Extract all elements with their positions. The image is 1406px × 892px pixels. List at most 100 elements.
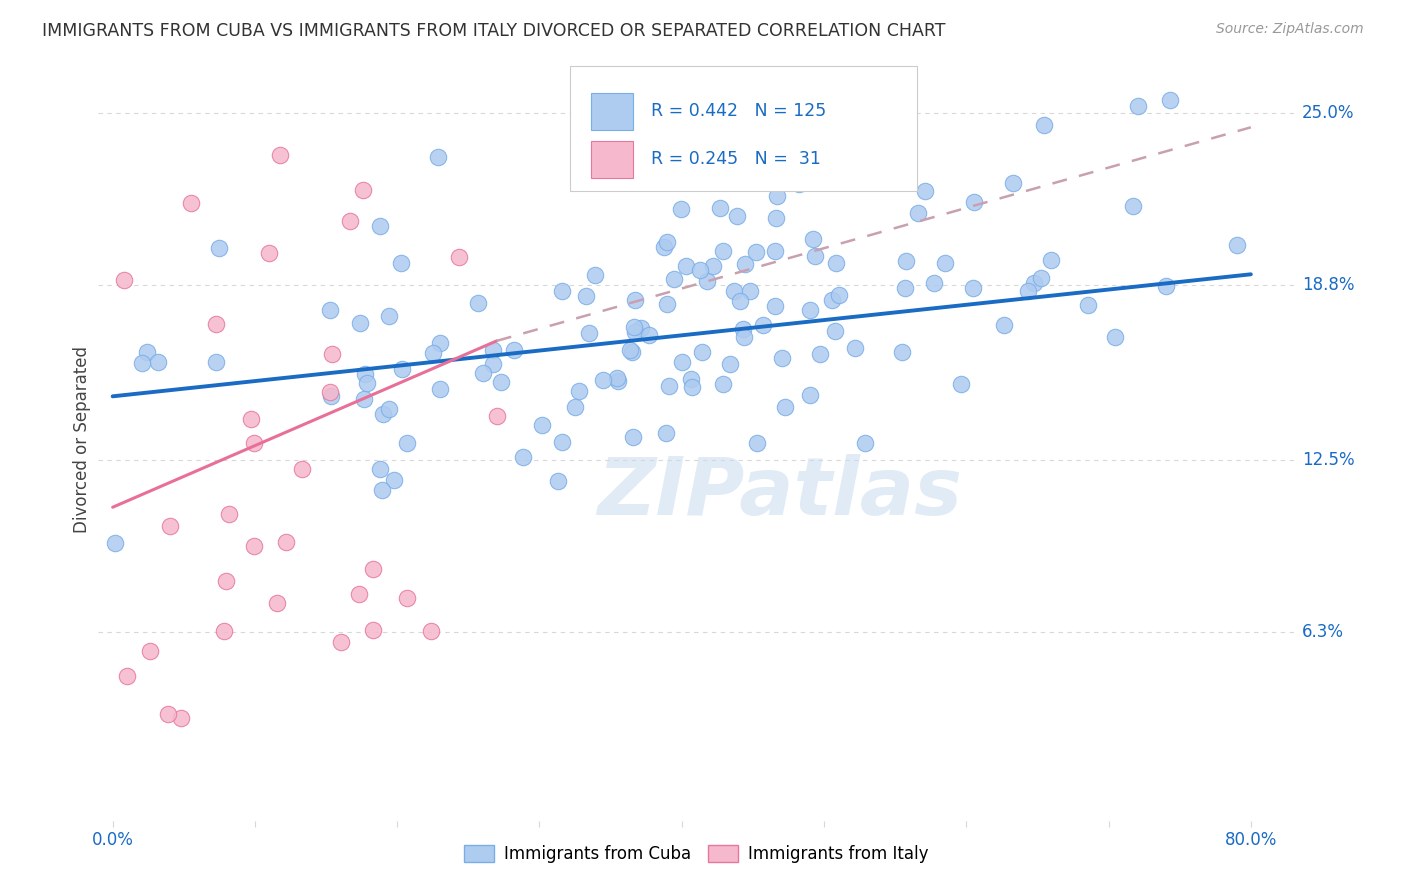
Point	[723, 284, 745, 298]
Point	[575, 289, 598, 303]
Point	[592, 373, 614, 387]
Point	[825, 256, 848, 270]
Point	[321, 347, 343, 361]
Point	[568, 384, 591, 398]
Point	[702, 260, 724, 274]
Point	[751, 318, 773, 332]
Point	[396, 591, 419, 605]
Point	[427, 149, 450, 163]
Point	[349, 316, 371, 330]
Point	[329, 635, 352, 649]
Point	[243, 539, 266, 553]
Point	[420, 624, 443, 639]
Point	[429, 382, 451, 396]
Point	[1032, 119, 1054, 133]
Point	[485, 409, 508, 423]
Text: ZIPatlas: ZIPatlas	[598, 454, 962, 532]
Text: R = 0.442   N = 125: R = 0.442 N = 125	[651, 103, 825, 120]
Point	[266, 596, 288, 610]
Y-axis label: Divorced or Separated: Divorced or Separated	[73, 346, 91, 533]
Text: 25.0%: 25.0%	[1302, 104, 1354, 122]
Point	[131, 356, 153, 370]
Point	[804, 249, 827, 263]
Point	[389, 256, 412, 270]
Point	[551, 284, 574, 298]
Point	[257, 246, 280, 260]
Point	[530, 417, 553, 432]
Point	[371, 407, 394, 421]
Point	[655, 425, 678, 440]
Point	[891, 345, 914, 359]
Point	[482, 357, 505, 371]
Point	[696, 274, 718, 288]
Point	[690, 345, 713, 359]
Point	[709, 201, 731, 215]
Point	[347, 587, 370, 601]
Point	[550, 434, 572, 449]
Point	[1126, 98, 1149, 112]
Point	[512, 450, 534, 464]
Point	[664, 272, 686, 286]
Point	[620, 345, 643, 359]
Point	[638, 328, 661, 343]
Point	[1159, 93, 1181, 107]
Point	[291, 462, 314, 476]
Point	[146, 355, 169, 369]
Text: 18.8%: 18.8%	[1302, 277, 1354, 294]
Point	[370, 483, 392, 497]
Point	[1022, 276, 1045, 290]
Point	[787, 177, 810, 191]
Point	[824, 324, 846, 338]
Point	[623, 320, 645, 334]
Point	[1154, 279, 1177, 293]
Point	[763, 299, 786, 313]
Point	[352, 183, 374, 197]
Point	[1029, 271, 1052, 285]
Point	[547, 474, 569, 488]
Point	[630, 321, 652, 335]
Point	[318, 385, 340, 400]
Point	[377, 402, 399, 417]
Point	[763, 244, 786, 259]
Point	[447, 250, 470, 264]
Point	[353, 392, 375, 406]
Point	[429, 336, 451, 351]
Point	[353, 367, 375, 381]
Point	[652, 240, 675, 254]
Point	[733, 330, 755, 344]
Point	[689, 262, 711, 277]
Point	[799, 387, 821, 401]
Point	[922, 277, 945, 291]
Point	[675, 259, 697, 273]
Point	[239, 411, 262, 425]
Point	[914, 184, 936, 198]
Text: R = 0.245   N =  31: R = 0.245 N = 31	[651, 151, 821, 169]
Point	[907, 206, 929, 220]
Point	[821, 293, 844, 307]
Point	[711, 244, 734, 258]
Point	[489, 376, 512, 390]
Point	[377, 310, 399, 324]
Point	[1077, 297, 1099, 311]
Bar	[591, 141, 633, 178]
Point	[157, 707, 180, 722]
Point	[718, 357, 741, 371]
Point	[361, 562, 384, 576]
Point	[391, 362, 413, 376]
Text: 12.5%: 12.5%	[1302, 451, 1354, 469]
Point	[1017, 285, 1039, 299]
Point	[368, 462, 391, 476]
Point	[745, 435, 768, 450]
Point	[963, 195, 986, 210]
Point	[1122, 199, 1144, 213]
Point	[1104, 330, 1126, 344]
Point	[212, 624, 235, 638]
Point	[844, 341, 866, 355]
Point	[713, 376, 735, 391]
Point	[104, 536, 127, 550]
Point	[208, 241, 231, 255]
Point	[770, 351, 793, 366]
Text: Source: ZipAtlas.com: Source: ZipAtlas.com	[1216, 22, 1364, 37]
Point	[894, 280, 917, 294]
Point	[773, 400, 796, 414]
